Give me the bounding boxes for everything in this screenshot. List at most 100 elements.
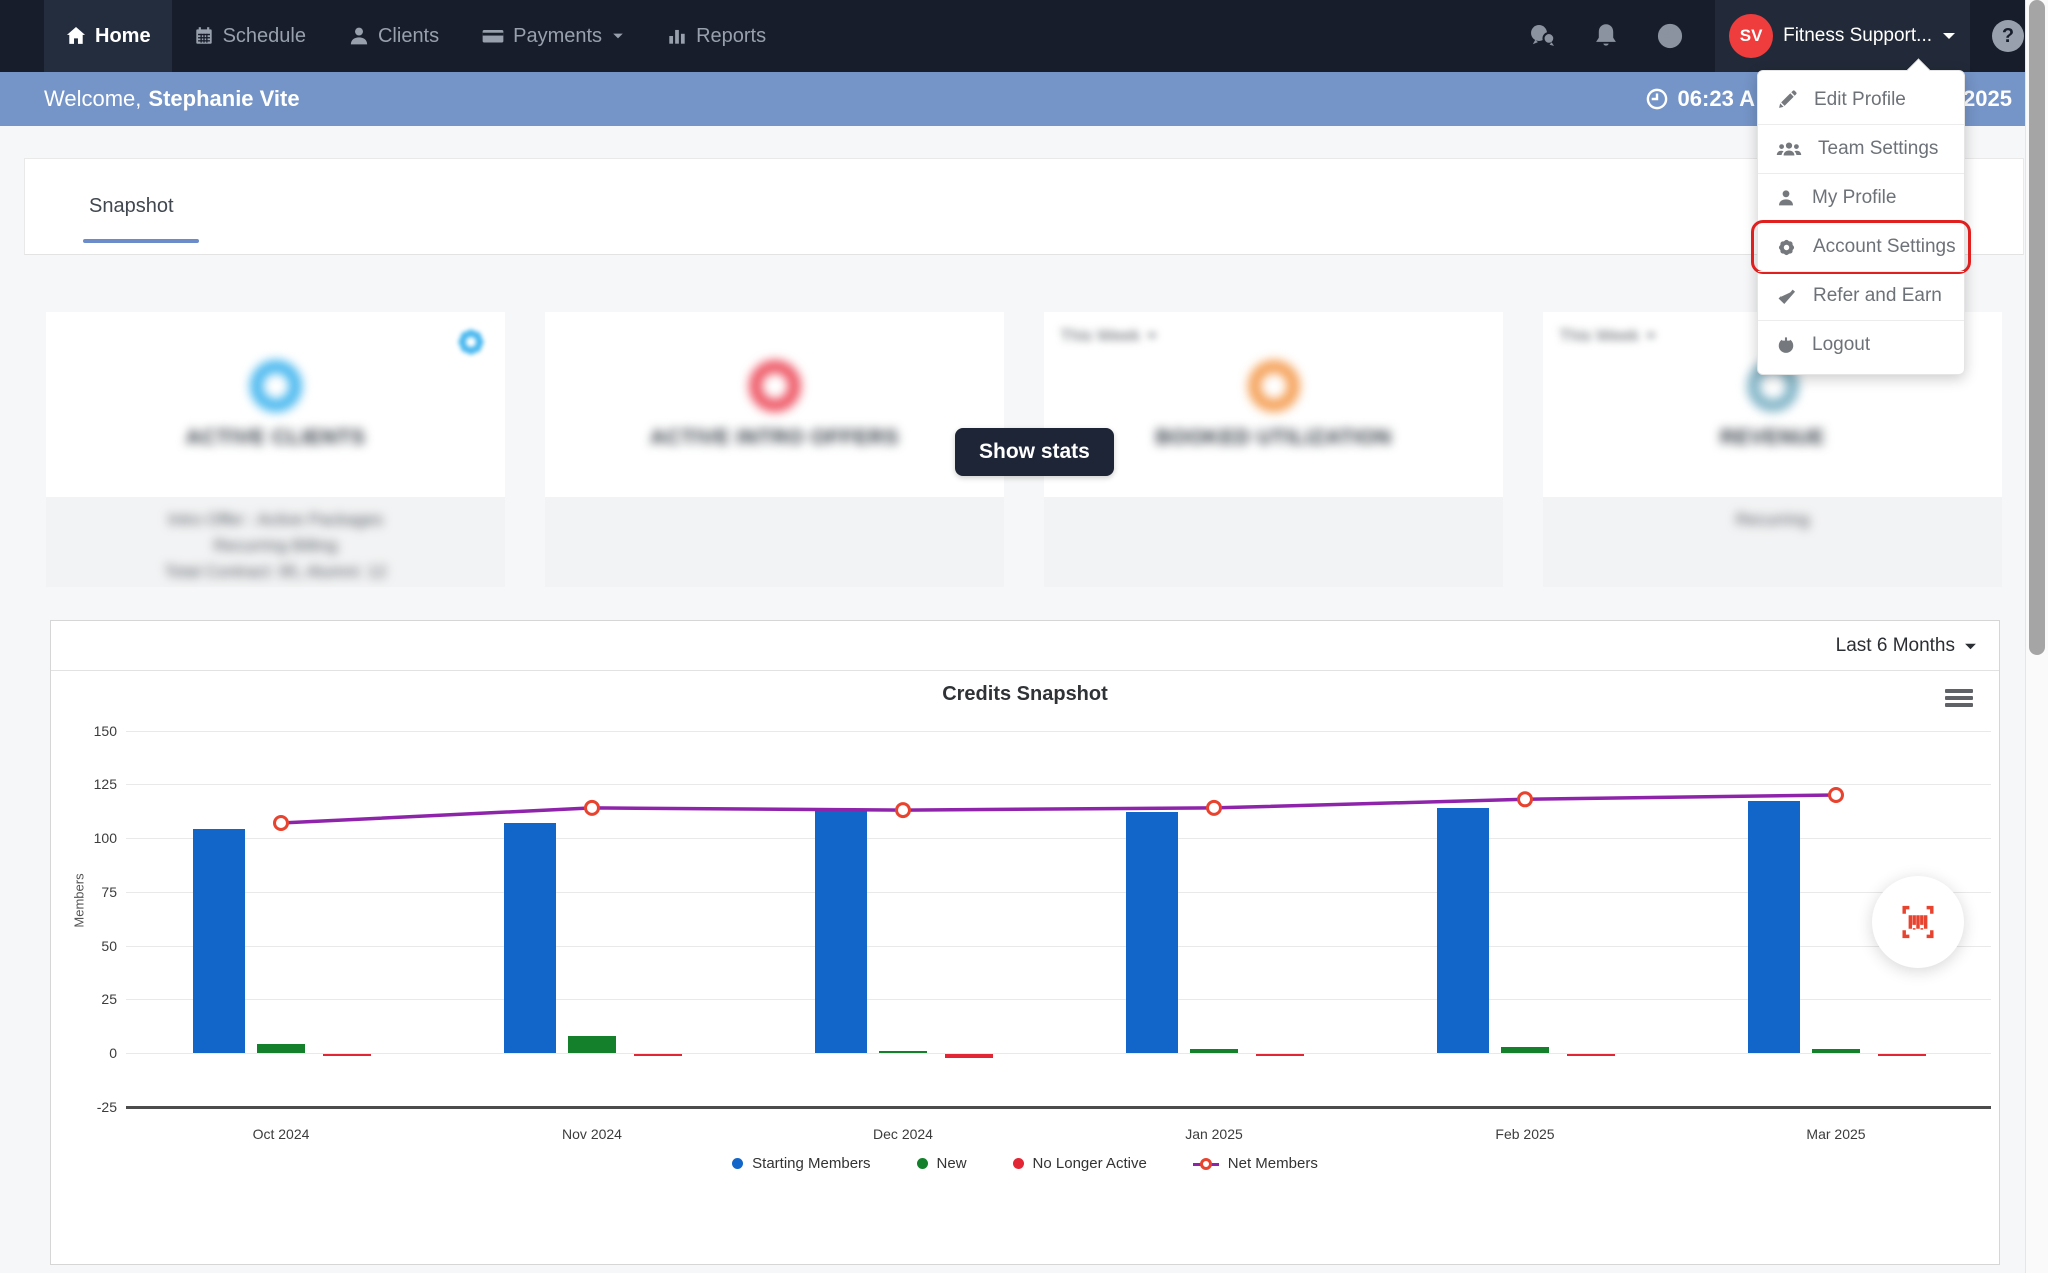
bar-starting-members[interactable] — [815, 810, 867, 1053]
stat-card-footer — [1044, 497, 1503, 587]
stat-card-title: ACTIVE CLIENTS — [186, 426, 366, 450]
date-range-select[interactable]: Last 6 Months — [1836, 621, 1977, 671]
account-menu-button[interactable]: SV Fitness Support... — [1715, 0, 1970, 72]
menu-item-my-profile[interactable]: My Profile — [1758, 173, 1964, 222]
legend-item-no-longer-active[interactable]: No Longer Active — [1013, 1155, 1147, 1172]
bar-no-longer-active[interactable] — [1567, 1054, 1615, 1056]
power-icon — [1776, 335, 1796, 355]
bar-new[interactable] — [1190, 1049, 1238, 1053]
tab-snapshot[interactable]: Snapshot — [89, 195, 174, 218]
bar-no-longer-active[interactable] — [323, 1054, 371, 1056]
help-icon[interactable]: ? — [1992, 20, 2024, 52]
bar-no-longer-active[interactable] — [1256, 1054, 1304, 1056]
bar-new[interactable] — [257, 1044, 305, 1053]
y-tick-label: 125 — [59, 776, 117, 792]
stat-card-footer: Intro Offer : Active PackagesRecurring B… — [46, 497, 505, 587]
chevron-down-icon — [612, 32, 624, 40]
gridline — [126, 784, 1991, 785]
nav-item-clients[interactable]: Clients — [327, 0, 460, 72]
notifications-icon[interactable] — [1591, 21, 1621, 51]
bar-no-longer-active[interactable] — [1878, 1054, 1926, 1056]
nav-item-reports[interactable]: Reports — [645, 0, 787, 72]
gear-icon — [1776, 237, 1797, 258]
dot-symbol — [1013, 1158, 1024, 1169]
menu-item-refer-and-earn[interactable]: Refer and Earn — [1758, 271, 1964, 320]
top-navbar: HomeScheduleClientsPaymentsReports SV Fi… — [0, 0, 2048, 72]
welcome-bar: Welcome,Stephanie Vite 06:23 A 2025 — [0, 72, 2048, 126]
current-date-year: 2025 — [1963, 72, 2012, 126]
legend-item-starting-members[interactable]: Starting Members — [732, 1155, 870, 1172]
y-tick-label: 75 — [59, 884, 117, 900]
bar-starting-members[interactable] — [504, 823, 556, 1053]
credits-snapshot-card: Last 6 Months Credits Snapshot Members 1… — [50, 620, 2000, 1265]
y-tick-label: 100 — [59, 830, 117, 846]
person-icon — [348, 25, 370, 47]
page-scrollbar — [2025, 0, 2048, 1273]
gridline — [126, 1053, 1991, 1054]
show-stats-button[interactable]: Show stats — [955, 428, 1114, 476]
bar-new[interactable] — [568, 1036, 616, 1053]
gridline — [126, 892, 1991, 893]
snapshot-panel: Snapshot — [24, 158, 2024, 255]
menu-item-team-settings[interactable]: Team Settings — [1758, 124, 1964, 173]
y-tick-label: 0 — [59, 1045, 117, 1061]
x-tick-label: Oct 2024 — [211, 1126, 351, 1142]
account-name: Fitness Support... — [1783, 25, 1932, 47]
scrollbar-thumb[interactable] — [2029, 0, 2045, 655]
bar-new[interactable] — [1501, 1047, 1549, 1053]
history-clock-icon[interactable] — [1655, 21, 1685, 51]
chart-menu-icon[interactable] — [1945, 689, 1973, 710]
donut-chart — [250, 360, 302, 412]
x-tick-label: Mar 2025 — [1766, 1126, 1906, 1142]
gridline — [126, 838, 1991, 839]
bar-new[interactable] — [879, 1051, 927, 1053]
user-icon — [1776, 188, 1796, 208]
dot-symbol — [917, 1158, 928, 1169]
welcome-message: Welcome,Stephanie Vite — [44, 72, 300, 126]
stat-card-footer: Recurring — [1543, 497, 2002, 587]
nav-item-home[interactable]: Home — [44, 0, 172, 72]
profile-dropdown-menu: Edit ProfileTeam SettingsMy ProfileAccou… — [1757, 70, 1965, 375]
bar-new[interactable] — [1812, 1049, 1860, 1053]
chart-title: Credits Snapshot — [51, 683, 1999, 706]
y-tick-label: -25 — [59, 1099, 117, 1115]
gridline — [126, 946, 1991, 947]
bar-starting-members[interactable] — [1126, 812, 1178, 1053]
home-icon — [65, 25, 87, 47]
bar-no-longer-active[interactable] — [945, 1054, 993, 1058]
x-tick-label: Nov 2024 — [522, 1126, 662, 1142]
pencil-icon — [1776, 89, 1798, 111]
x-tick-label: Jan 2025 — [1144, 1126, 1284, 1142]
calendar-icon — [193, 25, 215, 47]
nav-item-schedule[interactable]: Schedule — [172, 0, 327, 72]
stat-card-active-clients: ACTIVE CLIENTS Intro Offer : Active Packa… — [46, 312, 505, 587]
current-time: 06:23 A — [1645, 72, 1755, 126]
menu-item-account-settings[interactable]: Account Settings — [1758, 222, 1964, 271]
nav-item-payments[interactable]: Payments — [460, 0, 645, 72]
legend-item-new[interactable]: New — [917, 1155, 967, 1172]
stat-card-footer — [545, 497, 1004, 587]
bar-starting-members[interactable] — [1748, 801, 1800, 1053]
menu-item-logout[interactable]: Logout — [1758, 320, 1964, 369]
donut-chart — [1248, 360, 1300, 412]
chevron-down-icon — [1942, 31, 1956, 41]
x-tick-label: Dec 2024 — [833, 1126, 973, 1142]
y-tick-label: 25 — [59, 991, 117, 1007]
legend-item-net-members[interactable]: Net Members — [1193, 1155, 1318, 1172]
x-axis-line — [126, 1106, 1991, 1109]
messages-icon[interactable] — [1527, 21, 1557, 51]
clock-icon — [1645, 87, 1669, 111]
bar-starting-members[interactable] — [1437, 808, 1489, 1053]
menu-item-edit-profile[interactable]: Edit Profile — [1758, 76, 1964, 124]
barcode-scan-button[interactable] — [1872, 876, 1964, 968]
dot-symbol — [732, 1158, 743, 1169]
x-tick-label: Feb 2025 — [1455, 1126, 1595, 1142]
bar-no-longer-active[interactable] — [634, 1054, 682, 1056]
bar-starting-members[interactable] — [193, 829, 245, 1053]
stat-card-title: BOOKED UTILIZATION — [1155, 426, 1391, 450]
stat-card-title: ACTIVE INTRO OFFERS — [650, 426, 899, 450]
y-tick-label: 50 — [59, 938, 117, 954]
navbar-right: SV Fitness Support... ? — [1493, 0, 2024, 72]
check-icon — [1776, 286, 1797, 307]
active-tab-underline — [83, 239, 199, 243]
